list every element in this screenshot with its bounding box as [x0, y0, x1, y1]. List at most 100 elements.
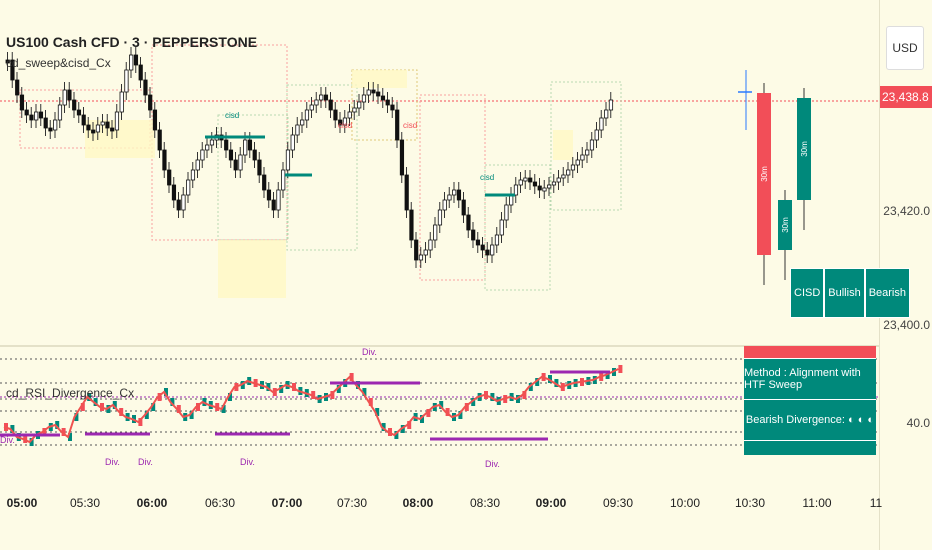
bearish-candle — [29, 114, 34, 121]
rsi-candle — [618, 365, 623, 373]
rsi-oscillator-pane[interactable]: Div. Div. Div. Div. Div. Div. — [0, 347, 880, 480]
rsi-candle — [87, 393, 92, 401]
bearish-candle — [38, 111, 44, 119]
htf-candle — [797, 98, 811, 200]
bearish-candle — [81, 114, 86, 126]
currency-button[interactable]: USD — [886, 26, 924, 70]
bullish-candle — [347, 111, 352, 119]
rsi-candle — [375, 408, 380, 416]
bullish-candle — [504, 204, 509, 221]
htf-candle — [757, 93, 771, 255]
bullish-candle — [300, 119, 305, 126]
htf-box — [484, 164, 551, 291]
bullish-candle — [513, 184, 519, 196]
htf-box — [550, 81, 622, 211]
bullish-candle — [129, 54, 134, 71]
bearish-candle — [24, 109, 29, 116]
rsi-candle — [356, 381, 360, 389]
bearish-candle — [380, 95, 386, 101]
time-axis[interactable]: 05:00 05:30 06:00 06:30 07:00 07:30 08:00 08:30… — [0, 496, 883, 526]
bearish-candle — [110, 127, 115, 132]
oscillator-label[interactable]: cd_RSI_Divergence_Cx — [6, 386, 135, 400]
bullish-candle — [547, 184, 552, 189]
bearish-candle — [271, 199, 276, 211]
rsi-candle — [55, 421, 60, 429]
rsi-candle — [400, 425, 405, 433]
rsi-candle — [336, 385, 341, 393]
bullish-candle — [490, 244, 495, 256]
bearish-candle — [537, 185, 542, 191]
rsi-candle — [439, 401, 444, 409]
time-label: 07:30 — [336, 496, 368, 510]
bearish-candle — [262, 174, 267, 191]
bearish-candle — [143, 79, 148, 96]
bearish-candle — [148, 94, 153, 111]
time-label: 06:30 — [204, 496, 236, 510]
bullish-candle — [580, 154, 585, 161]
rsi-candle — [548, 375, 552, 383]
rsi-candle — [151, 403, 156, 411]
divergence-row: Bearish Divergence: ◐ ◐ ◐ — [744, 399, 876, 440]
bullish-candle — [186, 179, 191, 196]
bullish-candle — [290, 134, 295, 151]
bullish-candle — [314, 99, 319, 106]
bearish-candle — [19, 94, 25, 111]
bearish-candle — [376, 91, 381, 97]
rsi-candle — [228, 393, 232, 401]
bearish-candle — [323, 94, 329, 101]
bearish-candle — [528, 177, 533, 183]
bearish-candle — [338, 119, 343, 126]
price-chart[interactable]: cisd cisd cisd cisd 30m 30m 30m — [0, 0, 880, 345]
bullish-candle — [442, 199, 447, 211]
rsi-candle — [176, 405, 181, 413]
rsi-candle — [394, 431, 399, 439]
bullish-candle — [352, 107, 357, 113]
rsi-candle — [471, 398, 476, 406]
time-label: 09:00 — [535, 496, 567, 510]
bullish-candle — [518, 179, 523, 186]
bullish-candle — [566, 169, 571, 176]
bearish-candle — [67, 89, 72, 101]
symbol-title[interactable]: US100 Cash CFD · 3 · PEPPERSTONE — [6, 34, 258, 50]
bullish-candle — [589, 139, 595, 151]
legend-cisd: CISD — [790, 268, 825, 318]
bullish-candle — [542, 187, 547, 192]
rsi-candle — [42, 428, 47, 436]
bullish-candle — [523, 177, 528, 182]
bullish-candle — [423, 249, 428, 256]
bullish-candle — [585, 149, 590, 156]
bearish-candle — [399, 139, 405, 176]
sweep-zone — [553, 130, 573, 160]
cisd-label: cisd — [403, 121, 417, 130]
rsi-candle — [74, 413, 79, 421]
bullish-candle — [437, 209, 443, 226]
rsi-candle — [119, 408, 124, 416]
rsi-candle — [29, 438, 34, 446]
bullish-candle — [551, 181, 557, 186]
bearish-candle — [167, 169, 172, 186]
pane-separator[interactable] — [0, 345, 880, 347]
rsi-candle — [407, 421, 412, 429]
indicator-label[interactable]: cd_sweep&cisd_Cx — [6, 56, 111, 70]
bullish-candle — [561, 174, 566, 179]
bearish-candle — [414, 239, 419, 261]
rsi-candle — [112, 401, 117, 409]
bullish-candle — [190, 169, 196, 181]
htf-candle-label: 30m — [760, 166, 769, 182]
bearish-candle — [5, 59, 10, 64]
rsi-candle — [157, 393, 162, 401]
rsi-candle — [221, 405, 226, 413]
time-label: 09:30 — [602, 496, 634, 510]
bearish-candle — [333, 109, 338, 121]
rsi-candle — [522, 391, 527, 399]
bearish-candle — [48, 127, 53, 132]
rsi-candle — [164, 388, 168, 396]
bearish-candle — [252, 149, 257, 161]
htf-candle-label: 30m — [781, 217, 790, 233]
legend-bullish: Bullish — [824, 268, 865, 318]
rsi-candle — [349, 373, 354, 381]
bullish-candle — [114, 111, 120, 131]
cisd-label: cisd — [480, 173, 494, 182]
rsi-candle — [554, 379, 559, 387]
bearish-candle — [390, 104, 395, 111]
